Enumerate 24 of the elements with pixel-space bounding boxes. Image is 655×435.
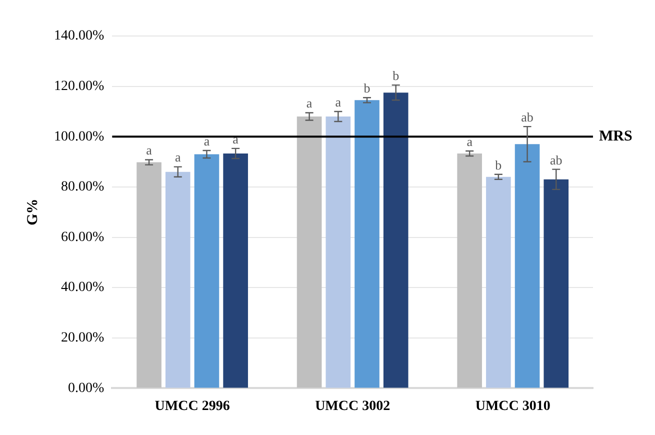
data-label: b xyxy=(495,157,502,172)
y-tick-label: 40.00% xyxy=(60,280,104,296)
data-label: ab xyxy=(550,152,562,168)
data-label: a xyxy=(204,133,210,148)
data-label: b xyxy=(364,80,370,96)
y-tick-label: 80.00% xyxy=(60,180,104,195)
data-label: ab xyxy=(521,109,534,124)
y-tick-label: 140.00% xyxy=(54,28,104,44)
y-tick-label: 20.00% xyxy=(60,330,104,346)
data-label: a xyxy=(146,142,152,158)
x-tick-label: UMCC 3002 xyxy=(315,399,390,414)
y-tick-label: 100.00% xyxy=(54,129,104,144)
y-tick-label: 120.00% xyxy=(54,78,104,94)
y-tick-label: 60.00% xyxy=(60,230,104,245)
x-tick-label: UMCC 3010 xyxy=(475,399,550,414)
ref-line-label: MRS xyxy=(599,128,632,145)
data-label: b xyxy=(392,68,400,83)
y-axis-title: G% xyxy=(24,198,41,226)
x-tick-label: UMCC 2996 xyxy=(154,399,230,414)
y-tick-label: 0.00% xyxy=(68,380,104,396)
data-label: a xyxy=(306,96,312,111)
data-label: a xyxy=(335,94,342,110)
data-label: a xyxy=(174,150,181,165)
data-label: a xyxy=(466,134,473,149)
